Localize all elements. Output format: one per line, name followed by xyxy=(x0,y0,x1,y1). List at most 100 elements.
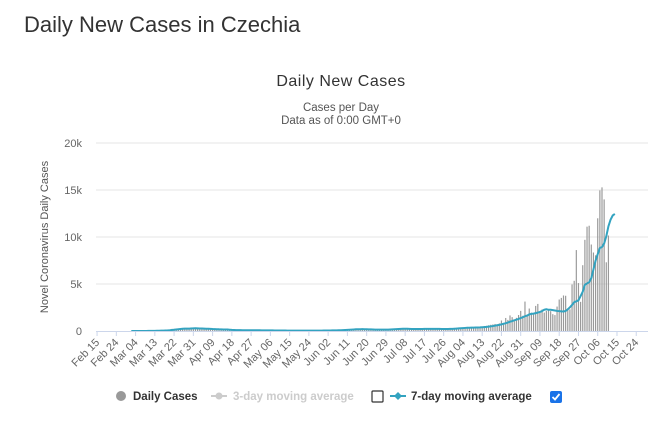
daily-cases-bar xyxy=(492,324,494,331)
daily-cases-bar xyxy=(597,218,599,331)
daily-cases-bar xyxy=(406,329,408,331)
daily-cases-bar xyxy=(436,328,438,331)
y-tick-label: 0 xyxy=(76,326,82,338)
daily-cases-bar xyxy=(537,303,539,331)
daily-cases-bar xyxy=(425,329,428,331)
daily-cases-bars xyxy=(130,187,610,331)
daily-cases-bar xyxy=(430,329,432,331)
daily-cases-bar xyxy=(558,299,560,331)
daily-cases-bar xyxy=(522,315,524,331)
daily-cases-bar xyxy=(552,314,554,331)
legend-item-7day-average[interactable]: 7-day moving average xyxy=(390,391,562,403)
chart-subtitle-date: Data as of 0:00 GMT+0 xyxy=(281,115,401,127)
daily-cases-bar xyxy=(361,329,363,331)
daily-cases-bar xyxy=(205,329,207,331)
daily-cases-bar xyxy=(545,310,547,331)
daily-cases-bar xyxy=(541,309,543,331)
daily-cases-bar xyxy=(184,329,186,331)
y-tick-label: 5k xyxy=(70,279,82,291)
daily-cases-bar xyxy=(502,322,505,331)
daily-cases-bar xyxy=(462,327,464,331)
daily-cases-bar xyxy=(494,323,496,331)
y-axis-title: Novel Coronavirus Daily Cases xyxy=(39,160,51,313)
daily-cases-bar xyxy=(466,327,468,331)
legend-item-3day-average[interactable]: 3-day moving average xyxy=(211,390,384,403)
chart-subtitle: Cases per Day xyxy=(303,102,379,114)
daily-cases-bar xyxy=(517,315,520,331)
daily-cases-bar xyxy=(201,328,203,331)
daily-cases-bar xyxy=(547,309,550,331)
daily-cases-bar xyxy=(460,328,462,331)
daily-cases-bar xyxy=(363,329,366,331)
legend-3day-average-marker xyxy=(215,392,223,400)
daily-cases-bar xyxy=(603,199,605,331)
daily-cases-bar xyxy=(588,225,590,331)
daily-cases-bar xyxy=(488,325,490,331)
daily-cases-bar xyxy=(496,324,498,331)
daily-cases-bar xyxy=(199,329,201,331)
daily-cases-bar xyxy=(359,329,361,331)
checkmark-icon xyxy=(551,393,561,401)
daily-cases-bar xyxy=(573,280,575,331)
daily-cases-bar xyxy=(590,244,592,331)
daily-cases-bar xyxy=(528,308,530,331)
daily-cases-bar xyxy=(438,328,440,331)
y-tick-label: 20k xyxy=(64,138,82,150)
daily-cases-bar xyxy=(515,317,518,331)
daily-cases-bar xyxy=(366,329,368,331)
daily-cases-bar xyxy=(479,326,481,331)
daily-cases-bar xyxy=(592,252,595,331)
y-tick-label: 15k xyxy=(64,185,82,197)
daily-cases-bar xyxy=(483,325,485,331)
daily-cases-bar xyxy=(475,327,477,331)
daily-cases-bar xyxy=(539,311,541,331)
legend-daily-cases-label: Daily Cases xyxy=(133,391,198,403)
daily-cases-bar xyxy=(577,283,580,331)
daily-cases-bar xyxy=(415,329,417,331)
daily-cases-bar xyxy=(408,329,411,331)
y-tick-label: 10k xyxy=(64,232,82,244)
daily-cases-bar xyxy=(582,265,584,331)
daily-cases-bar xyxy=(218,329,220,331)
daily-cases-bar xyxy=(423,328,426,331)
daily-cases-bar xyxy=(535,305,537,331)
daily-cases-bar xyxy=(556,306,558,331)
daily-cases-bar xyxy=(550,311,552,331)
daily-cases-bar xyxy=(470,327,473,331)
daily-cases-bar xyxy=(509,315,511,331)
daily-cases-bar xyxy=(601,187,603,331)
daily-cases-bar xyxy=(209,329,212,331)
daily-cases-bar xyxy=(410,329,413,331)
legend: Daily Cases 3-day moving average 7-day m… xyxy=(116,390,562,403)
daily-cases-bar xyxy=(607,235,610,331)
daily-cases-bar xyxy=(458,328,460,331)
daily-cases-bar xyxy=(477,327,479,331)
daily-cases-bar xyxy=(580,301,582,331)
daily-cases-bar xyxy=(567,309,569,331)
daily-cases-bar xyxy=(554,315,556,331)
daily-cases-bar xyxy=(370,329,372,331)
daily-cases-bar xyxy=(586,226,588,331)
daily-cases-bar xyxy=(445,329,447,331)
daily-cases-bar xyxy=(357,329,359,331)
daily-cases-bar xyxy=(511,317,513,331)
daily-cases-bar xyxy=(473,327,475,331)
daily-cases-bar xyxy=(197,328,199,331)
daily-cases-bar xyxy=(513,320,515,331)
daily-cases-bar xyxy=(372,330,374,331)
daily-cases-bar xyxy=(520,310,522,331)
daily-cases-bar xyxy=(490,324,492,331)
daily-cases-bar xyxy=(543,312,545,331)
moving-average-7day-line xyxy=(131,213,616,332)
daily-cases-bar xyxy=(404,329,406,331)
daily-cases-bar xyxy=(532,313,535,331)
legend-item-daily-cases[interactable]: Daily Cases xyxy=(116,391,198,403)
legend-7day-average-label: 7-day moving average xyxy=(411,391,532,403)
daily-cases-bar xyxy=(569,309,571,331)
legend-3day-average-checkbox[interactable] xyxy=(371,390,384,403)
daily-cases-bar xyxy=(481,326,483,331)
chart-title: Daily New Cases xyxy=(276,73,405,90)
daily-cases-bar xyxy=(599,190,601,331)
